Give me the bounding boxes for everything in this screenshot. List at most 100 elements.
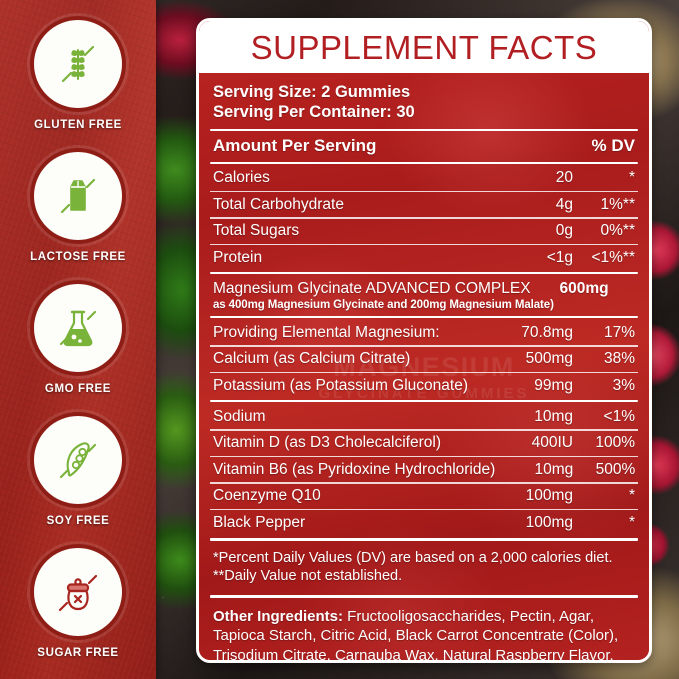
nutrient-dv: <1%	[603, 407, 635, 425]
sugar-bowl-icon	[58, 574, 98, 612]
divider	[210, 272, 638, 275]
table-row: Calcium (as Calcium Citrate) 500mg 38%	[210, 347, 638, 372]
nutrient-dv: 0%**	[600, 222, 635, 240]
nutrient-amount: 10mg	[534, 460, 574, 478]
table-row: Potassium (as Potassium Gluconate) 99mg …	[210, 373, 638, 398]
milk-carton-icon	[60, 178, 96, 214]
nutrient-amount: 20	[555, 169, 573, 187]
complex-dv: *	[609, 280, 649, 298]
badge-label: GLUTEN FREE	[34, 119, 122, 131]
footnote-not-established: **Daily Value not established.	[213, 568, 403, 585]
badge-circle	[30, 16, 126, 112]
nutrient-amount: 400IU	[531, 434, 573, 452]
table-row: Sodium 10mg <1%	[210, 404, 638, 429]
divider	[210, 128, 638, 131]
badge-label: SOY FREE	[46, 515, 110, 527]
badge-label: GMO FREE	[44, 383, 112, 395]
badge-gluten-free: GLUTEN FREE	[0, 16, 156, 148]
nutrient-name: Black Pepper	[213, 513, 306, 531]
nutrient-dv: 17%	[603, 323, 635, 341]
supplement-facts-panel: MAGNESIUM GLYCINATE GUMMIES SUPPLEMENT F…	[196, 18, 652, 663]
badge-circle	[30, 544, 126, 640]
table-row: Total Carbohydrate 4g 1%**	[210, 192, 638, 217]
serving-size: Serving Size: 2 Gummies	[213, 83, 411, 101]
nutrient-name: Potassium (as Potassium Gluconate)	[213, 376, 468, 394]
other-ingredients: Other Ingredients: Fructooligosaccharide…	[210, 601, 638, 663]
pea-pod-icon	[59, 442, 97, 479]
table-row: Providing Elemental Magnesium: 70.8mg 17…	[210, 320, 638, 345]
nutrient-dv: <1%**	[591, 248, 635, 266]
badge-soy-free: SOY FREE	[0, 412, 156, 544]
page-title: SUPPLEMENT FACTS	[250, 28, 598, 66]
panel-body: Serving Size: 2 Gummies Serving Per Cont…	[199, 73, 649, 663]
complex-subtext: as 400mg Magnesium Glycinate and 200mg M…	[213, 299, 554, 312]
nutrient-dv: 38%	[603, 350, 635, 368]
panel-header: SUPPLEMENT FACTS	[199, 21, 649, 73]
nutrient-amount: 100mg	[525, 513, 573, 531]
nutrient-amount: <1g	[546, 248, 573, 266]
divider	[210, 161, 638, 164]
other-ingredients-text: Fructooligosaccharides, Pectin, Agar, Ta…	[213, 607, 619, 663]
divider	[210, 190, 638, 193]
badge-gmo-free: GMO FREE	[0, 280, 156, 412]
nutrient-name: Vitamin B6 (as Pyridoxine Hydrochloride)	[213, 460, 496, 478]
badge-label: SUGAR FREE	[37, 647, 119, 659]
nutrient-amount: 100mg	[525, 487, 573, 505]
amount-per-serving-header: Amount Per Serving	[213, 135, 377, 155]
dv-header: % DV	[591, 135, 635, 155]
divider	[210, 400, 638, 403]
divider	[210, 482, 638, 484]
flask-icon	[59, 310, 97, 347]
table-row: Calories 20 *	[210, 166, 638, 191]
divider	[210, 594, 638, 598]
nutrient-name: Vitamin D (as D3 Cholecalciferol)	[213, 434, 441, 452]
panel-background	[199, 21, 649, 660]
badge-sugar-free: SUGAR FREE	[0, 544, 156, 676]
nutrient-name: Total Carbohydrate	[213, 195, 344, 213]
nutrient-dv: *	[628, 513, 635, 531]
nutrient-name: Total Sugars	[213, 222, 300, 240]
divider	[210, 538, 638, 542]
nutrient-amount: 99mg	[534, 376, 573, 394]
footnote-daily-values: *Percent Daily Values (DV) are based on …	[213, 550, 613, 567]
nutrient-amount: 500mg	[525, 350, 573, 368]
badge-lactose-free: LACTOSE FREE	[0, 148, 156, 280]
table-row: Vitamin B6 (as Pyridoxine Hydrochloride)…	[210, 457, 638, 482]
divider	[210, 217, 638, 219]
nutrient-amount: 0g	[555, 222, 573, 240]
table-row-complex: Magnesium Glycinate ADVANCED COMPLEX 600…	[210, 276, 638, 314]
nutrient-name: Protein	[213, 248, 263, 266]
badge-label: LACTOSE FREE	[30, 251, 126, 263]
divider	[210, 316, 638, 319]
badge-circle	[30, 148, 126, 244]
nutrient-name: Calories	[213, 169, 270, 187]
table-row: Vitamin D (as D3 Cholecalciferol) 400IU …	[210, 431, 638, 456]
complex-amount: 600mg	[559, 280, 609, 298]
table-row: Total Sugars 0g 0%**	[210, 219, 638, 244]
badge-circle	[30, 280, 126, 376]
divider	[210, 455, 638, 458]
nutrient-name: Coenzyme Q10	[213, 487, 321, 505]
divider	[210, 371, 638, 374]
divider	[210, 243, 638, 246]
nutrient-dv: *	[628, 487, 635, 505]
wheat-icon	[61, 45, 95, 83]
badge-circle	[30, 412, 126, 508]
table-row: Protein <1g <1%**	[210, 245, 638, 270]
table-row: Coenzyme Q10 100mg *	[210, 484, 638, 509]
divider	[210, 345, 638, 347]
nutrient-dv: *	[628, 169, 635, 187]
nutrient-dv: 100%	[595, 434, 635, 452]
divider	[210, 429, 638, 431]
footnotes: *Percent Daily Values (DV) are based on …	[210, 544, 638, 592]
certification-badge-list: GLUTEN FREE LACTOSE FREE	[0, 0, 156, 679]
nutrient-amount: 4g	[555, 195, 573, 213]
nutrient-dv: 3%	[612, 376, 635, 394]
nutrient-amount: 70.8mg	[521, 323, 573, 341]
table-row: Black Pepper 100mg *	[210, 510, 638, 535]
nutrient-name: Providing Elemental Magnesium:	[213, 323, 440, 341]
nutrient-dv: 500%	[595, 460, 636, 478]
table-header-row: Amount Per Serving % DV	[210, 133, 638, 160]
serving-info: Serving Size: 2 Gummies Serving Per Cont…	[210, 80, 638, 127]
